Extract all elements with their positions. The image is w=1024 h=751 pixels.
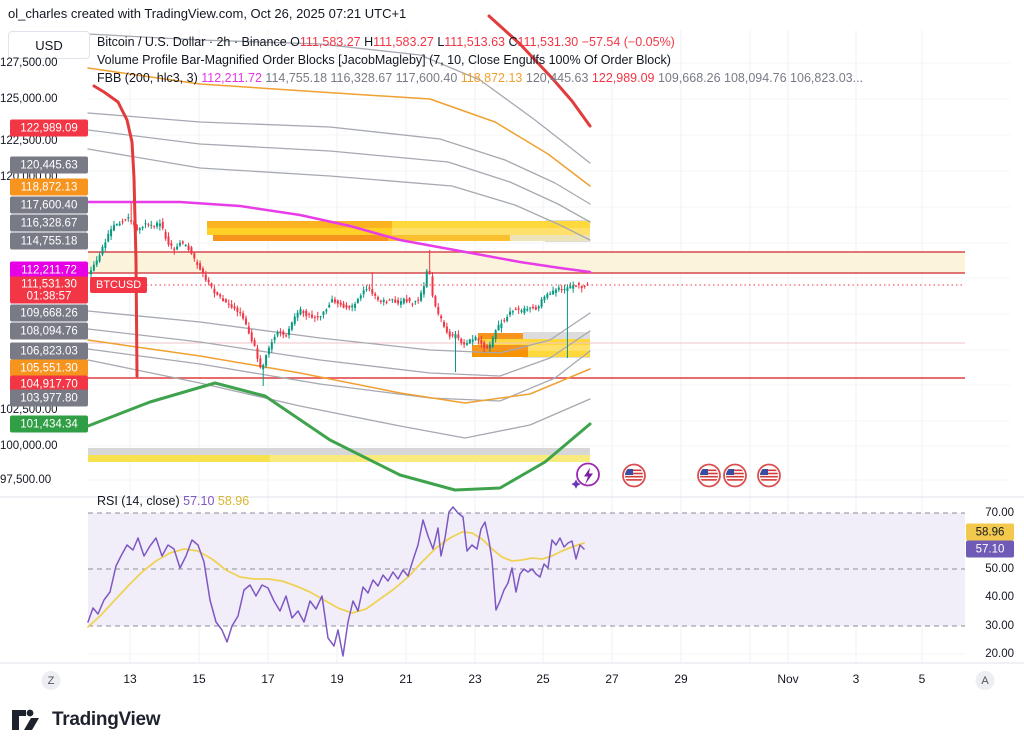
change-value: −57.54 (−0.05%) [581, 35, 675, 49]
rsi-scale-label: 30.00 [985, 620, 1014, 632]
us-flag-event-icon[interactable] [723, 463, 748, 493]
price-level-badge: 117,600.40 [10, 196, 88, 214]
rsi-value: 57.10 [183, 494, 215, 508]
symbol-price-tag: BTCUSD [90, 277, 148, 293]
time-axis-edge-button[interactable]: Z [41, 671, 61, 690]
rsi-indicator-label[interactable]: RSI (14, close) [97, 494, 180, 508]
time-axis-tick: 27 [605, 672, 619, 686]
price-level-badge: 108,094.76 [10, 322, 88, 340]
price-scale-label: 102,500.00 [0, 404, 58, 416]
fbb-value: 112,211.72 [201, 71, 262, 85]
price-level-badge: 118,872.13 [10, 178, 88, 196]
ohlc-close-label: C [508, 35, 518, 49]
price-level-badge: 104,917.70 [10, 375, 88, 393]
price-scale-label: 100,000.00 [0, 440, 58, 452]
time-axis-tick: 19 [330, 672, 344, 686]
price-level-badge: 114,755.18 [10, 232, 88, 250]
fbb-value: 109,668.26 [654, 71, 721, 85]
tradingview-logo-icon [12, 709, 39, 730]
time-axis-tick: 13 [123, 672, 137, 686]
price-level-badge: 122,989.09 [10, 119, 88, 137]
fbb-value: 116,328.67 [327, 71, 393, 85]
price-scale-label: 125,000.00 [0, 93, 58, 105]
legend-fbb-row[interactable]: FBB (200, hlc3, 3) 112,211.72 114,755.18… [97, 69, 863, 87]
rsi-ma-value: 58.96 [217, 494, 250, 508]
fbb-value: 120,445.63 [522, 71, 589, 85]
fbb-indicator-label[interactable]: FBB (200, hlc3, 3) [97, 71, 198, 85]
price-level-badge: 120,445.63 [10, 156, 88, 174]
price-level-badge: 105,551.30 [10, 359, 88, 377]
fbb-value: 118,872.13 [457, 71, 523, 85]
us-flag-event-icon[interactable] [757, 463, 782, 493]
fbb-value: 106,823.03... [786, 71, 864, 85]
time-axis-tick: 15 [192, 672, 206, 686]
us-flag-event-icon[interactable] [697, 463, 722, 493]
price-scale-label: 127,500.00 [0, 57, 58, 69]
ohlc-close-value: 111,531.30 [517, 35, 579, 49]
current-price-value: 111,531.30 [21, 278, 77, 290]
price-level-badge: 116,328.67 [10, 214, 88, 232]
legend-symbol-row[interactable]: Bitcoin / U.S. Dollar · 2h · Binance O11… [97, 33, 863, 51]
time-axis-tick: 17 [261, 672, 275, 686]
fbb-value: 117,600.40 [392, 71, 458, 85]
fbb-values: 112,211.72 114,755.18 116,328.67 117,600… [201, 71, 863, 85]
ohlc-open-value: 111,583.27 [299, 35, 361, 49]
rsi-scale-label: 70.00 [985, 507, 1014, 519]
time-axis-edge-button[interactable]: A [975, 671, 995, 690]
symbol-title[interactable]: Bitcoin / U.S. Dollar · 2h · Binance [97, 35, 287, 49]
price-level-badge: 112,211.72 [10, 261, 88, 279]
rsi-legend[interactable]: RSI (14, close) 57.10 58.96 [97, 494, 249, 508]
legend-volume-profile-row[interactable]: Volume Profile Bar-Magnified Order Block… [97, 53, 671, 67]
rsi-scale-label: 20.00 [985, 648, 1014, 660]
price-scale-label: 122,500.00 [0, 135, 58, 147]
us-flag-event-icon[interactable] [622, 463, 647, 493]
tradingview-logo-text: TradingView [52, 709, 161, 730]
ohlc-open-label: O [290, 35, 300, 49]
price-level-badge: 106,823.03 [10, 342, 88, 360]
time-axis-tick: Nov [777, 672, 799, 686]
ohlc-low-value: 111,513.63 [444, 35, 505, 49]
rsi-value-badge: 57.10 [966, 540, 1014, 558]
price-level-badge: 103,977.80 [10, 389, 88, 407]
current-price-badge: 111,531.30 01:38:57 [10, 276, 88, 304]
time-axis-tick: 21 [399, 672, 413, 686]
price-level-badge: 101,434.34 [10, 415, 88, 433]
price-level-badge: 109,668.26 [10, 304, 88, 322]
time-axis-tick: 23 [468, 672, 482, 686]
chart-legend: Bitcoin / U.S. Dollar · 2h · Binance O11… [97, 33, 863, 87]
ohlc-high-label: H [364, 35, 374, 49]
price-scale-label: 97,500.00 [0, 474, 52, 486]
time-axis-tick: 3 [852, 672, 860, 686]
rsi-scale-label: 50.00 [985, 563, 1014, 575]
fbb-value: 108,094.76 [720, 71, 787, 85]
fbb-value: 114,755.18 [261, 71, 328, 85]
bar-countdown: 01:38:57 [26, 290, 72, 302]
time-axis-tick: 5 [918, 672, 926, 686]
watermark-text: ol_charles created with TradingView.com,… [8, 6, 407, 21]
time-axis-tick: 29 [674, 672, 688, 686]
currency-toggle-button[interactable]: USD [8, 31, 90, 59]
time-axis-tick: 25 [536, 672, 550, 686]
rsi-value-badge: 58.96 [966, 523, 1014, 541]
rsi-scale-label: 40.00 [985, 591, 1014, 603]
fbb-value: 122,989.09 [588, 71, 655, 85]
ohlc-low-label: L [437, 35, 445, 49]
flash-event-icon[interactable] [569, 460, 603, 497]
tradingview-logo[interactable]: TradingView [10, 706, 161, 734]
ohlc-high-value: 111,583.27 [373, 35, 434, 49]
